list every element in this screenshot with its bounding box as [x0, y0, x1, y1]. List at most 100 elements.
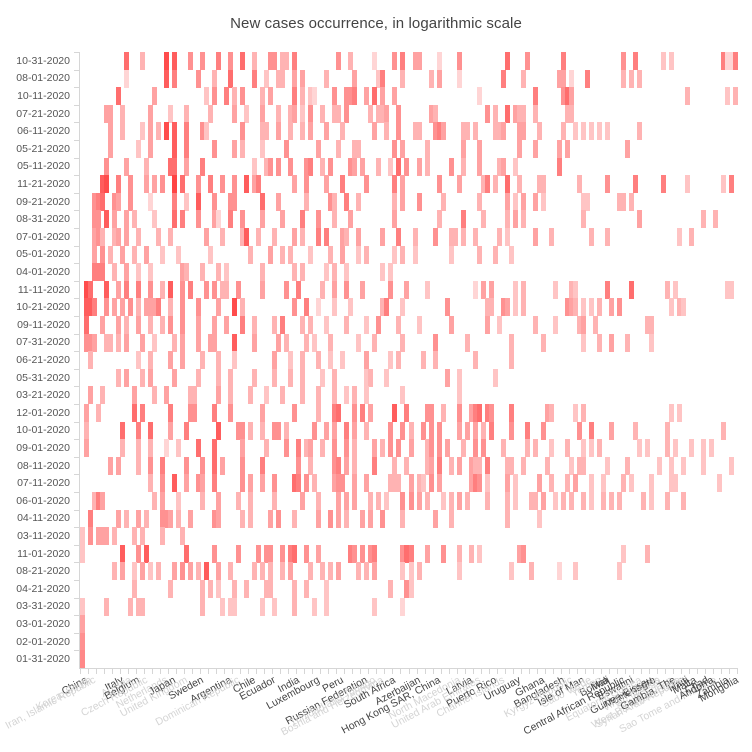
- heatmap-cell: [428, 439, 434, 458]
- heatmap-cell: [572, 562, 578, 581]
- heatmap-cell: [92, 263, 98, 282]
- heatmap-cell: [352, 386, 358, 405]
- heatmap-cell: [96, 228, 102, 246]
- heatmap-cell: [292, 474, 298, 493]
- x-tick: [152, 669, 154, 674]
- heatmap-cell: [96, 263, 102, 282]
- heatmap-cell: [396, 439, 402, 458]
- heatmap-cell: [228, 52, 234, 70]
- heatmap-cell: [260, 263, 266, 282]
- heatmap-cell: [168, 404, 174, 422]
- heatmap-cell: [216, 421, 222, 440]
- heatmap-cell: [124, 157, 130, 176]
- heatmap-cell: [112, 527, 118, 546]
- heatmap-cell: [200, 263, 206, 282]
- heatmap-cell: [440, 122, 446, 141]
- y-tick: [74, 69, 80, 71]
- heatmap-cell: [204, 122, 210, 141]
- heatmap-cell: [228, 69, 234, 88]
- heatmap-cell: [160, 527, 166, 546]
- heatmap-cell: [380, 69, 386, 88]
- heatmap-cell: [372, 562, 378, 581]
- heatmap-cell: [200, 580, 206, 598]
- heatmap-cell: [440, 404, 446, 422]
- heatmap-cell: [300, 386, 306, 405]
- heatmap-cell: [400, 597, 406, 616]
- heatmap-cell: [184, 456, 190, 475]
- heatmap-cell: [636, 439, 642, 458]
- heatmap-cell: [548, 404, 554, 422]
- heatmap-cell: [144, 544, 150, 563]
- heatmap-cell: [208, 175, 214, 194]
- heatmap-cell: [472, 228, 478, 246]
- heatmap-cell: [424, 456, 430, 475]
- x-tick: [456, 669, 458, 674]
- x-tick: [688, 669, 690, 674]
- x-tick: [728, 669, 730, 674]
- heatmap-cell: [560, 492, 566, 510]
- heatmap-cell: [392, 474, 398, 493]
- x-tick: [352, 669, 354, 674]
- heatmap-cell: [232, 175, 238, 194]
- heatmap-cell: [544, 456, 550, 475]
- heatmap-cell: [220, 597, 226, 616]
- heatmap-cell: [516, 104, 522, 123]
- heatmap-cell: [272, 351, 278, 370]
- heatmap-cell: [284, 140, 290, 158]
- heatmap-cell: [160, 492, 166, 510]
- heatmap-cell: [504, 298, 510, 317]
- heatmap-cell: [520, 210, 526, 229]
- x-tick: [336, 669, 338, 674]
- heatmap-cell: [292, 175, 298, 194]
- heatmap-cell: [420, 421, 426, 440]
- heatmap-cell: [276, 509, 282, 528]
- heatmap-cell: [332, 386, 338, 405]
- heatmap-cell: [232, 298, 238, 317]
- heatmap-cell: [324, 580, 330, 598]
- heatmap-cell: [340, 122, 346, 141]
- heatmap-cell: [576, 175, 582, 194]
- heatmap-cell: [260, 210, 266, 229]
- heatmap-cell: [712, 210, 718, 229]
- y-tick-label: 03-01-2020: [16, 618, 70, 630]
- heatmap-cell: [304, 175, 310, 194]
- heatmap-cell: [120, 245, 126, 264]
- heatmap-cell: [488, 421, 494, 440]
- heatmap-cell: [164, 122, 170, 141]
- heatmap-cell: [336, 456, 342, 475]
- heatmap-cell: [364, 474, 370, 493]
- heatmap-cell: [288, 245, 294, 264]
- heatmap-cell: [260, 122, 266, 141]
- heatmap-cell: [688, 228, 694, 246]
- heatmap-cell: [156, 562, 162, 581]
- heatmap-cell: [184, 157, 190, 176]
- heatmap-cell: [488, 298, 494, 317]
- heatmap-cell: [628, 69, 634, 88]
- heatmap-cell: [148, 140, 154, 158]
- heatmap-cell: [340, 175, 346, 194]
- heatmap-cell: [108, 122, 114, 141]
- heatmap-cell: [464, 333, 470, 352]
- heatmap-cell: [124, 210, 130, 229]
- heatmap-cell: [160, 509, 166, 528]
- heatmap-cell: [628, 474, 634, 493]
- y-tick-label: 12-01-2020: [16, 406, 70, 419]
- heatmap-cell: [132, 210, 138, 229]
- heatmap-cell: [204, 87, 210, 106]
- heatmap-cell: [260, 280, 266, 299]
- heatmap-cell: [540, 421, 546, 440]
- heatmap-cell: [720, 52, 726, 70]
- heatmap-cell: [280, 386, 286, 405]
- heatmap-cell: [496, 122, 502, 141]
- heatmap-cell: [456, 544, 462, 563]
- heatmap-cell: [668, 298, 674, 317]
- x-tick: [376, 669, 378, 674]
- x-tick: [568, 669, 570, 674]
- heatmap-cell: [488, 280, 494, 299]
- heatmap-cell: [116, 228, 122, 246]
- heatmap-cell: [448, 245, 454, 264]
- heatmap-cell: [276, 69, 282, 88]
- heatmap-cell: [356, 245, 362, 264]
- heatmap-cell: [316, 544, 322, 563]
- heatmap-cell: [360, 280, 366, 299]
